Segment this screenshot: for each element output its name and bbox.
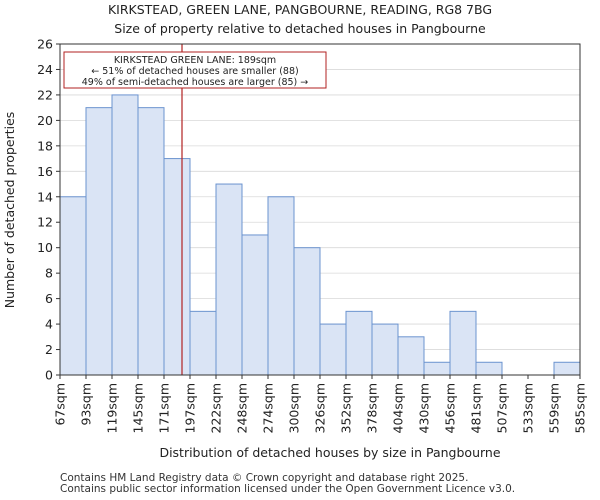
bar — [423, 361, 451, 376]
y-tick-label: 8 — [45, 266, 53, 281]
x-tick-label: 559sqm — [547, 383, 562, 433]
x-tick-label: 378sqm — [365, 383, 380, 433]
y-tick-label: 12 — [37, 215, 53, 230]
x-tick-label: 585sqm — [573, 383, 588, 433]
footer-line2: Contains public sector information licen… — [60, 483, 516, 495]
annotation-box: KIRKSTEAD GREEN LANE: 189sqm ← 51% of de… — [63, 51, 327, 89]
y-tick-label: 4 — [45, 317, 53, 332]
x-tick-label: 481sqm — [469, 383, 484, 433]
bars — [59, 94, 581, 376]
x-tick-label: 145sqm — [131, 383, 146, 433]
bar — [137, 107, 165, 376]
y-tick-label: 0 — [45, 368, 53, 383]
bar — [293, 247, 321, 376]
footer-line1: Contains HM Land Registry data © Crown c… — [60, 472, 469, 484]
x-tick-label: 326sqm — [313, 383, 328, 433]
y-axis-label: Number of detached properties — [2, 112, 17, 309]
bar — [241, 234, 269, 376]
x-tick-label: 533sqm — [521, 383, 536, 433]
x-tick-label: 404sqm — [391, 383, 406, 433]
x-tick-label: 222sqm — [209, 383, 224, 433]
bar — [111, 94, 139, 376]
x-tick-label: 119sqm — [105, 383, 120, 433]
annotation-line1: KIRKSTEAD GREEN LANE: 189sqm — [114, 55, 276, 66]
bar — [371, 323, 399, 376]
bar — [553, 361, 581, 376]
bar — [397, 336, 425, 376]
x-axis-label: Distribution of detached houses by size … — [159, 445, 500, 460]
y-tick-label: 22 — [37, 87, 53, 102]
bar — [215, 183, 243, 376]
bar — [85, 107, 113, 376]
x-tick-label: 67sqm — [53, 383, 68, 426]
x-tick-label: 456sqm — [443, 383, 458, 433]
chart-subtitle: Size of property relative to detached ho… — [114, 21, 486, 36]
y-tick-label: 6 — [45, 291, 53, 306]
bar — [163, 158, 191, 376]
x-tick-label: 507sqm — [495, 383, 510, 433]
y-tick-label: 16 — [37, 164, 53, 179]
y-tick-label: 26 — [37, 37, 53, 52]
chart-title: KIRKSTEAD, GREEN LANE, PANGBOURNE, READI… — [108, 2, 492, 17]
x-ticks: 67sqm 93sqm 119sqm 145sqm 171sqm 197sqm 222sqm… — [53, 375, 588, 433]
y-tick-label: 10 — [37, 240, 53, 255]
annotation-line2: ← 51% of detached houses are smaller (88… — [91, 66, 298, 77]
x-tick-label: 274sqm — [261, 383, 276, 433]
y-tick-label: 2 — [45, 342, 53, 357]
x-tick-label: 171sqm — [157, 383, 172, 433]
annotation-frame — [63, 51, 327, 89]
x-tick-label: 248sqm — [235, 383, 250, 433]
x-tick-label: 352sqm — [339, 383, 354, 433]
bar — [319, 323, 347, 376]
y-tick-label: 24 — [37, 62, 53, 77]
x-tick-label: 430sqm — [417, 383, 432, 433]
y-tick-label: 14 — [37, 189, 53, 204]
bar — [449, 310, 477, 376]
y-tick-label: 20 — [37, 113, 53, 128]
bar — [345, 310, 373, 376]
x-tick-label: 197sqm — [183, 383, 198, 433]
x-tick-label: 300sqm — [287, 383, 302, 433]
x-tick-label: 93sqm — [79, 383, 94, 426]
y-tick-label: 18 — [37, 138, 53, 153]
bar — [59, 196, 87, 376]
bar — [475, 361, 503, 376]
bar — [267, 196, 295, 376]
bar — [189, 310, 217, 376]
annotation-line3: 49% of semi-detached houses are larger (… — [82, 77, 309, 88]
